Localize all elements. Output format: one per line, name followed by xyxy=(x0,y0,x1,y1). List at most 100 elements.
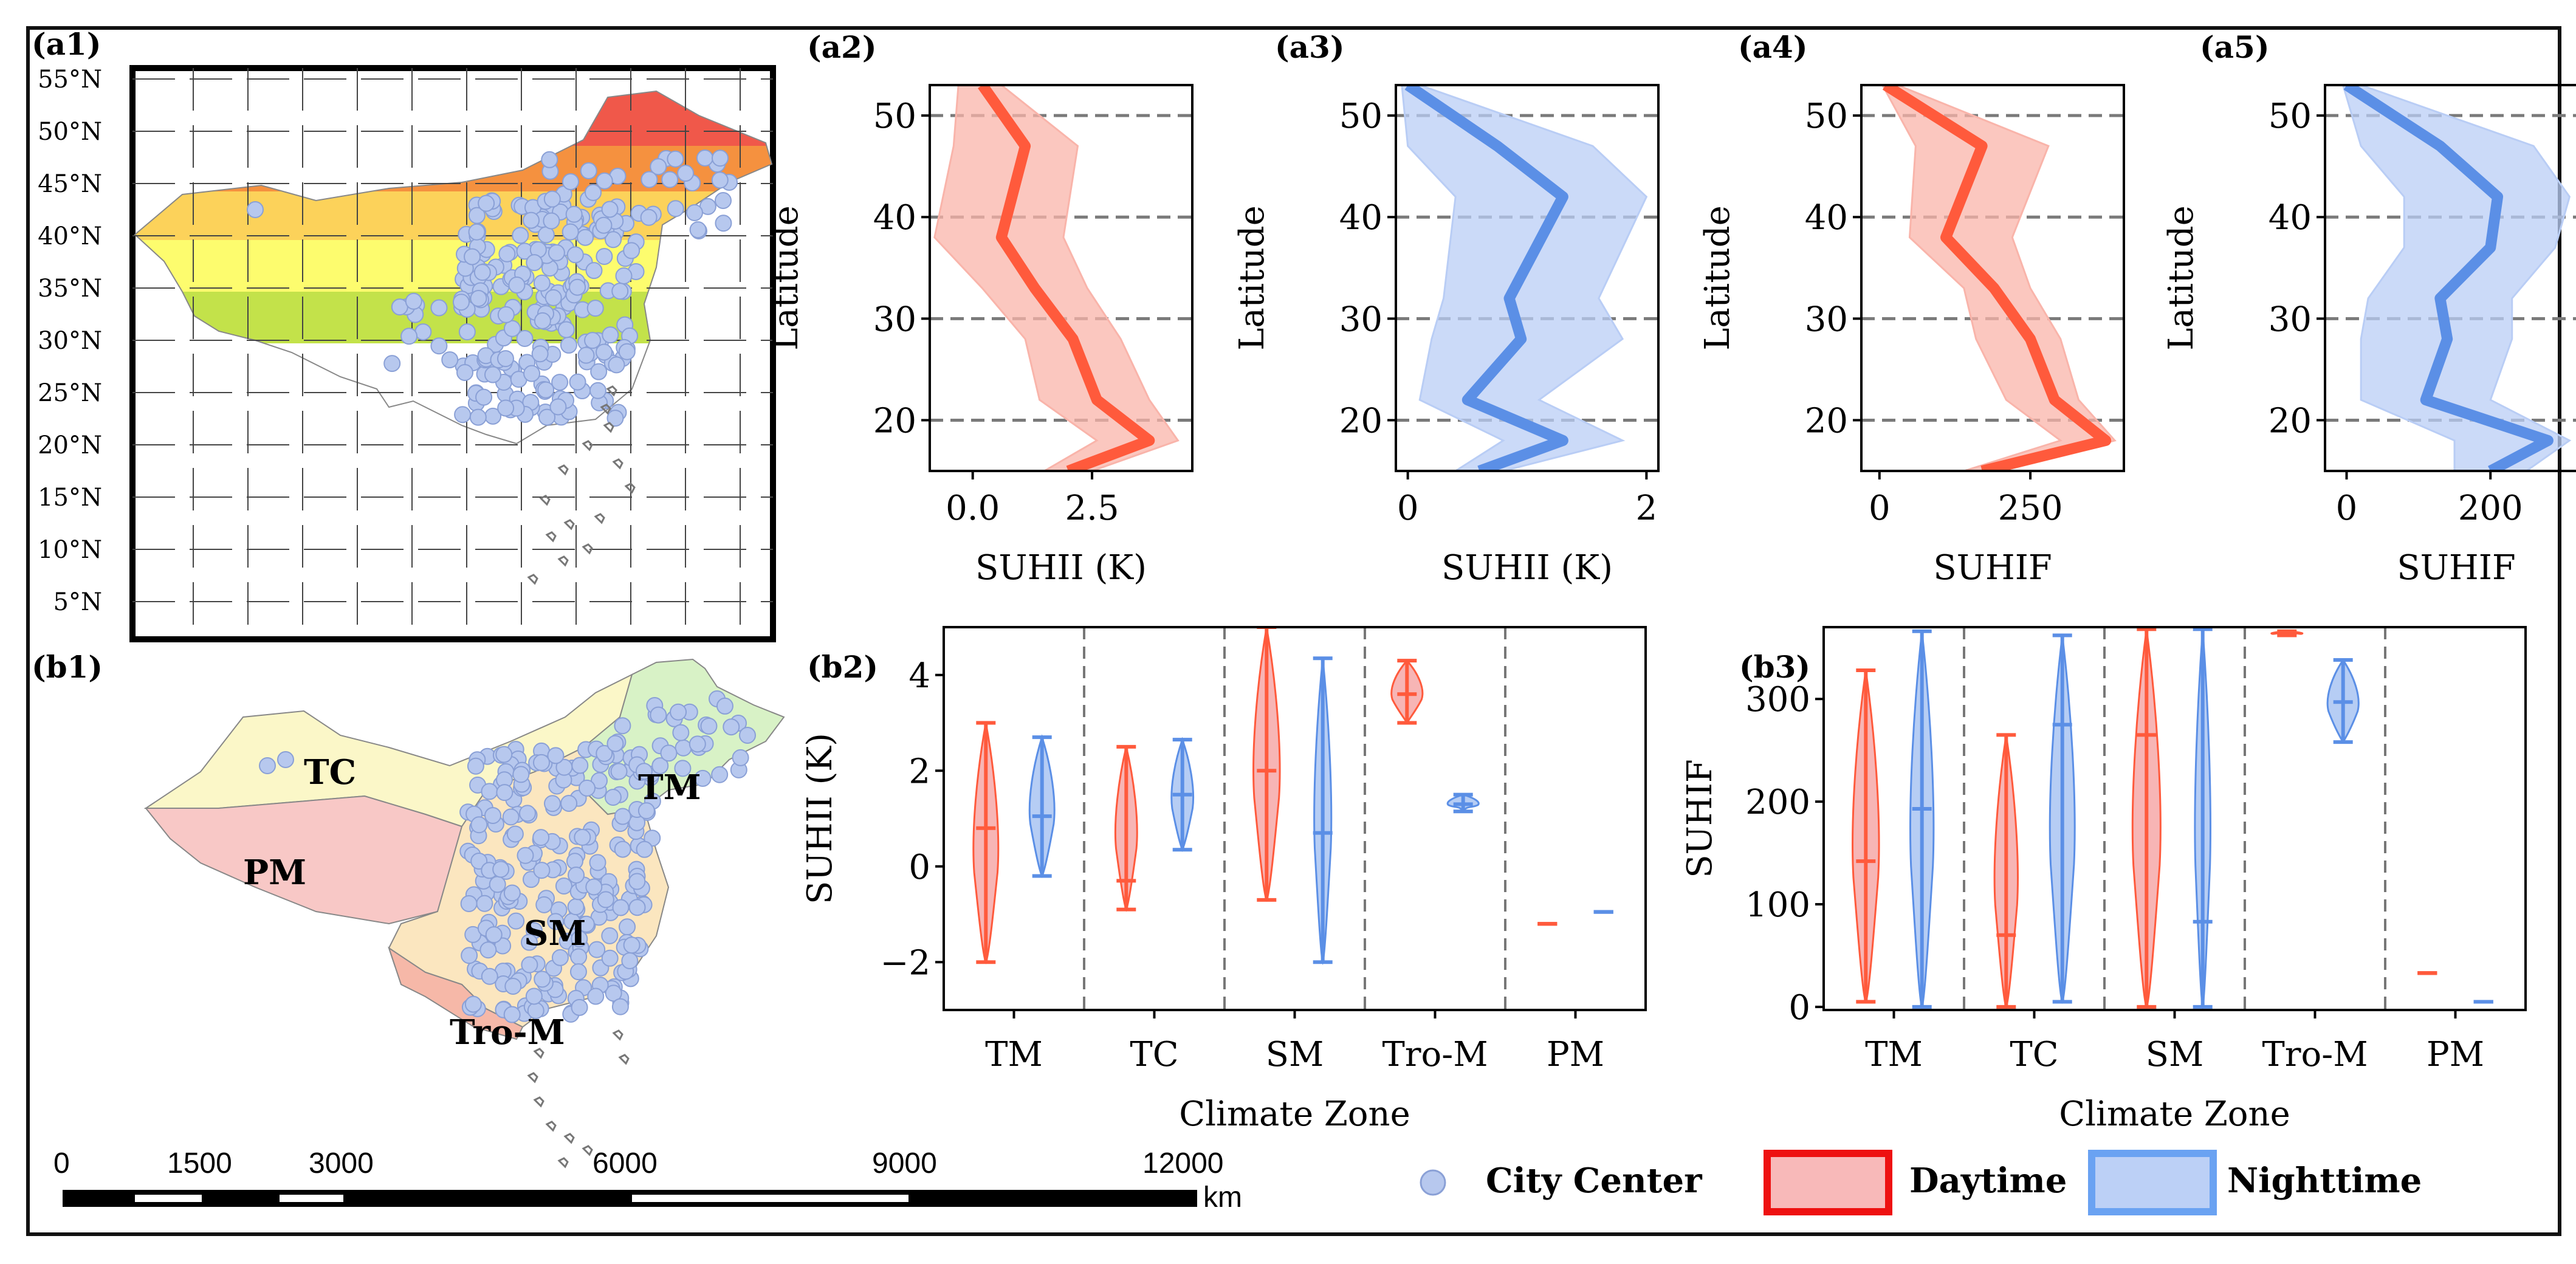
city-dot xyxy=(711,766,729,783)
city-dot xyxy=(507,912,525,930)
city-dot xyxy=(641,171,658,188)
scale-seg xyxy=(632,1195,908,1202)
city-dot xyxy=(651,757,669,775)
island xyxy=(612,1029,623,1041)
city-dot xyxy=(531,345,549,363)
chart-b2: −2 0 2 4 TM TC SM Tro-M PM Climate Zone SUHII (K) xyxy=(800,626,1647,1134)
city-dot xyxy=(672,724,690,741)
city-dot xyxy=(650,706,667,724)
y-tick-label: 50 xyxy=(1339,97,1382,136)
panel-label-b1: (b1) xyxy=(32,649,103,685)
city-dot xyxy=(473,264,491,281)
city-dot xyxy=(523,211,540,229)
city-dot xyxy=(526,254,543,272)
city-dot xyxy=(538,408,556,426)
city-dot xyxy=(674,760,692,777)
panel-label-a3: (a3) xyxy=(1275,29,1345,65)
city-dot xyxy=(689,221,707,239)
lat-label: 30°N xyxy=(38,327,102,355)
scale-bar-body xyxy=(63,1190,1197,1207)
city-dot xyxy=(611,283,629,300)
city-dot xyxy=(636,840,653,858)
city-dot xyxy=(606,410,624,427)
city-dot xyxy=(574,828,591,846)
city-dot xyxy=(543,212,560,230)
x-axis-label: Climate Zone xyxy=(1179,1094,1410,1134)
city-dot xyxy=(640,208,658,226)
city-dot xyxy=(523,365,541,382)
city-dot xyxy=(716,697,733,715)
city-dot xyxy=(547,747,565,764)
x-tick-label: Tro-M xyxy=(1382,1035,1488,1074)
city-dot xyxy=(602,326,619,344)
x-tick-label: 0.0 xyxy=(946,489,1000,528)
city-dot xyxy=(277,751,294,768)
y-tick-label: 50 xyxy=(2269,97,2312,136)
latitude-labels: 55°N 50°N 45°N 40°N 35°N 30°N 25°N 20°N 15°N 10°N… xyxy=(38,66,102,616)
city-dot xyxy=(464,995,482,1013)
city-dot xyxy=(732,749,749,766)
city-dot xyxy=(596,247,613,265)
zone-tro-m xyxy=(388,946,524,1040)
y-tick-label: 0 xyxy=(1788,988,1810,1028)
city-dot xyxy=(548,244,565,261)
zone-label-tc: TC xyxy=(304,752,356,792)
lat-label: 5°N xyxy=(53,588,102,616)
x-tick-label: 0 xyxy=(1869,489,1891,528)
city-dot xyxy=(700,717,718,735)
city-dot xyxy=(723,718,740,736)
y-tick-label: 30 xyxy=(1805,300,1848,339)
scale-unit: km xyxy=(1203,1181,1242,1214)
y-tick-label: 20 xyxy=(1339,401,1382,441)
city-dot xyxy=(533,862,551,879)
island xyxy=(606,385,617,397)
axes-frame xyxy=(929,84,1194,472)
city-dot xyxy=(612,899,630,916)
city-dot xyxy=(618,343,636,360)
city-dot xyxy=(503,884,521,902)
city-dot xyxy=(588,941,606,958)
city-dot xyxy=(670,703,687,721)
city-dot xyxy=(685,204,703,222)
island xyxy=(557,464,569,476)
x-tick-label: 0 xyxy=(1397,489,1419,528)
y-tick-label: 50 xyxy=(1805,97,1848,136)
city-dot xyxy=(560,336,577,354)
city-dot xyxy=(464,248,481,266)
x-tick-label: 200 xyxy=(2458,489,2523,528)
city-dot xyxy=(247,201,264,218)
city-dot xyxy=(596,172,613,190)
city-dot xyxy=(469,408,487,426)
city-dot xyxy=(489,876,506,893)
city-dot xyxy=(534,312,551,329)
legend-day-label: Daytime xyxy=(1909,1161,2067,1201)
confidence-band xyxy=(933,85,1180,471)
city-dot xyxy=(566,246,584,264)
island xyxy=(527,574,538,585)
city-dot xyxy=(503,320,521,337)
island xyxy=(557,1157,569,1169)
y-tick-label: −2 xyxy=(880,943,930,983)
mean-line xyxy=(978,85,1155,471)
y-axis-label: Latitude xyxy=(1698,205,1737,351)
scale-label-0: 0 xyxy=(53,1147,70,1180)
city-dot xyxy=(521,956,538,974)
city-dot xyxy=(635,763,653,780)
y-tick-label: 20 xyxy=(1805,401,1848,441)
y-tick-label: 300 xyxy=(1745,680,1810,720)
plot-area xyxy=(930,85,1192,471)
city-dot xyxy=(458,323,476,341)
city-dot xyxy=(479,941,497,959)
plot-area xyxy=(2325,85,2576,471)
city-dot xyxy=(484,366,502,383)
city-dot xyxy=(595,216,613,234)
lat-label: 20°N xyxy=(38,431,102,459)
city-dot xyxy=(614,840,631,858)
lat-label: 45°N xyxy=(38,170,102,198)
city-dot xyxy=(551,949,569,966)
city-dot xyxy=(689,735,706,753)
island xyxy=(545,1121,557,1132)
city-dot xyxy=(601,949,619,967)
island xyxy=(624,483,636,494)
y-tick-label: 100 xyxy=(1745,885,1810,925)
